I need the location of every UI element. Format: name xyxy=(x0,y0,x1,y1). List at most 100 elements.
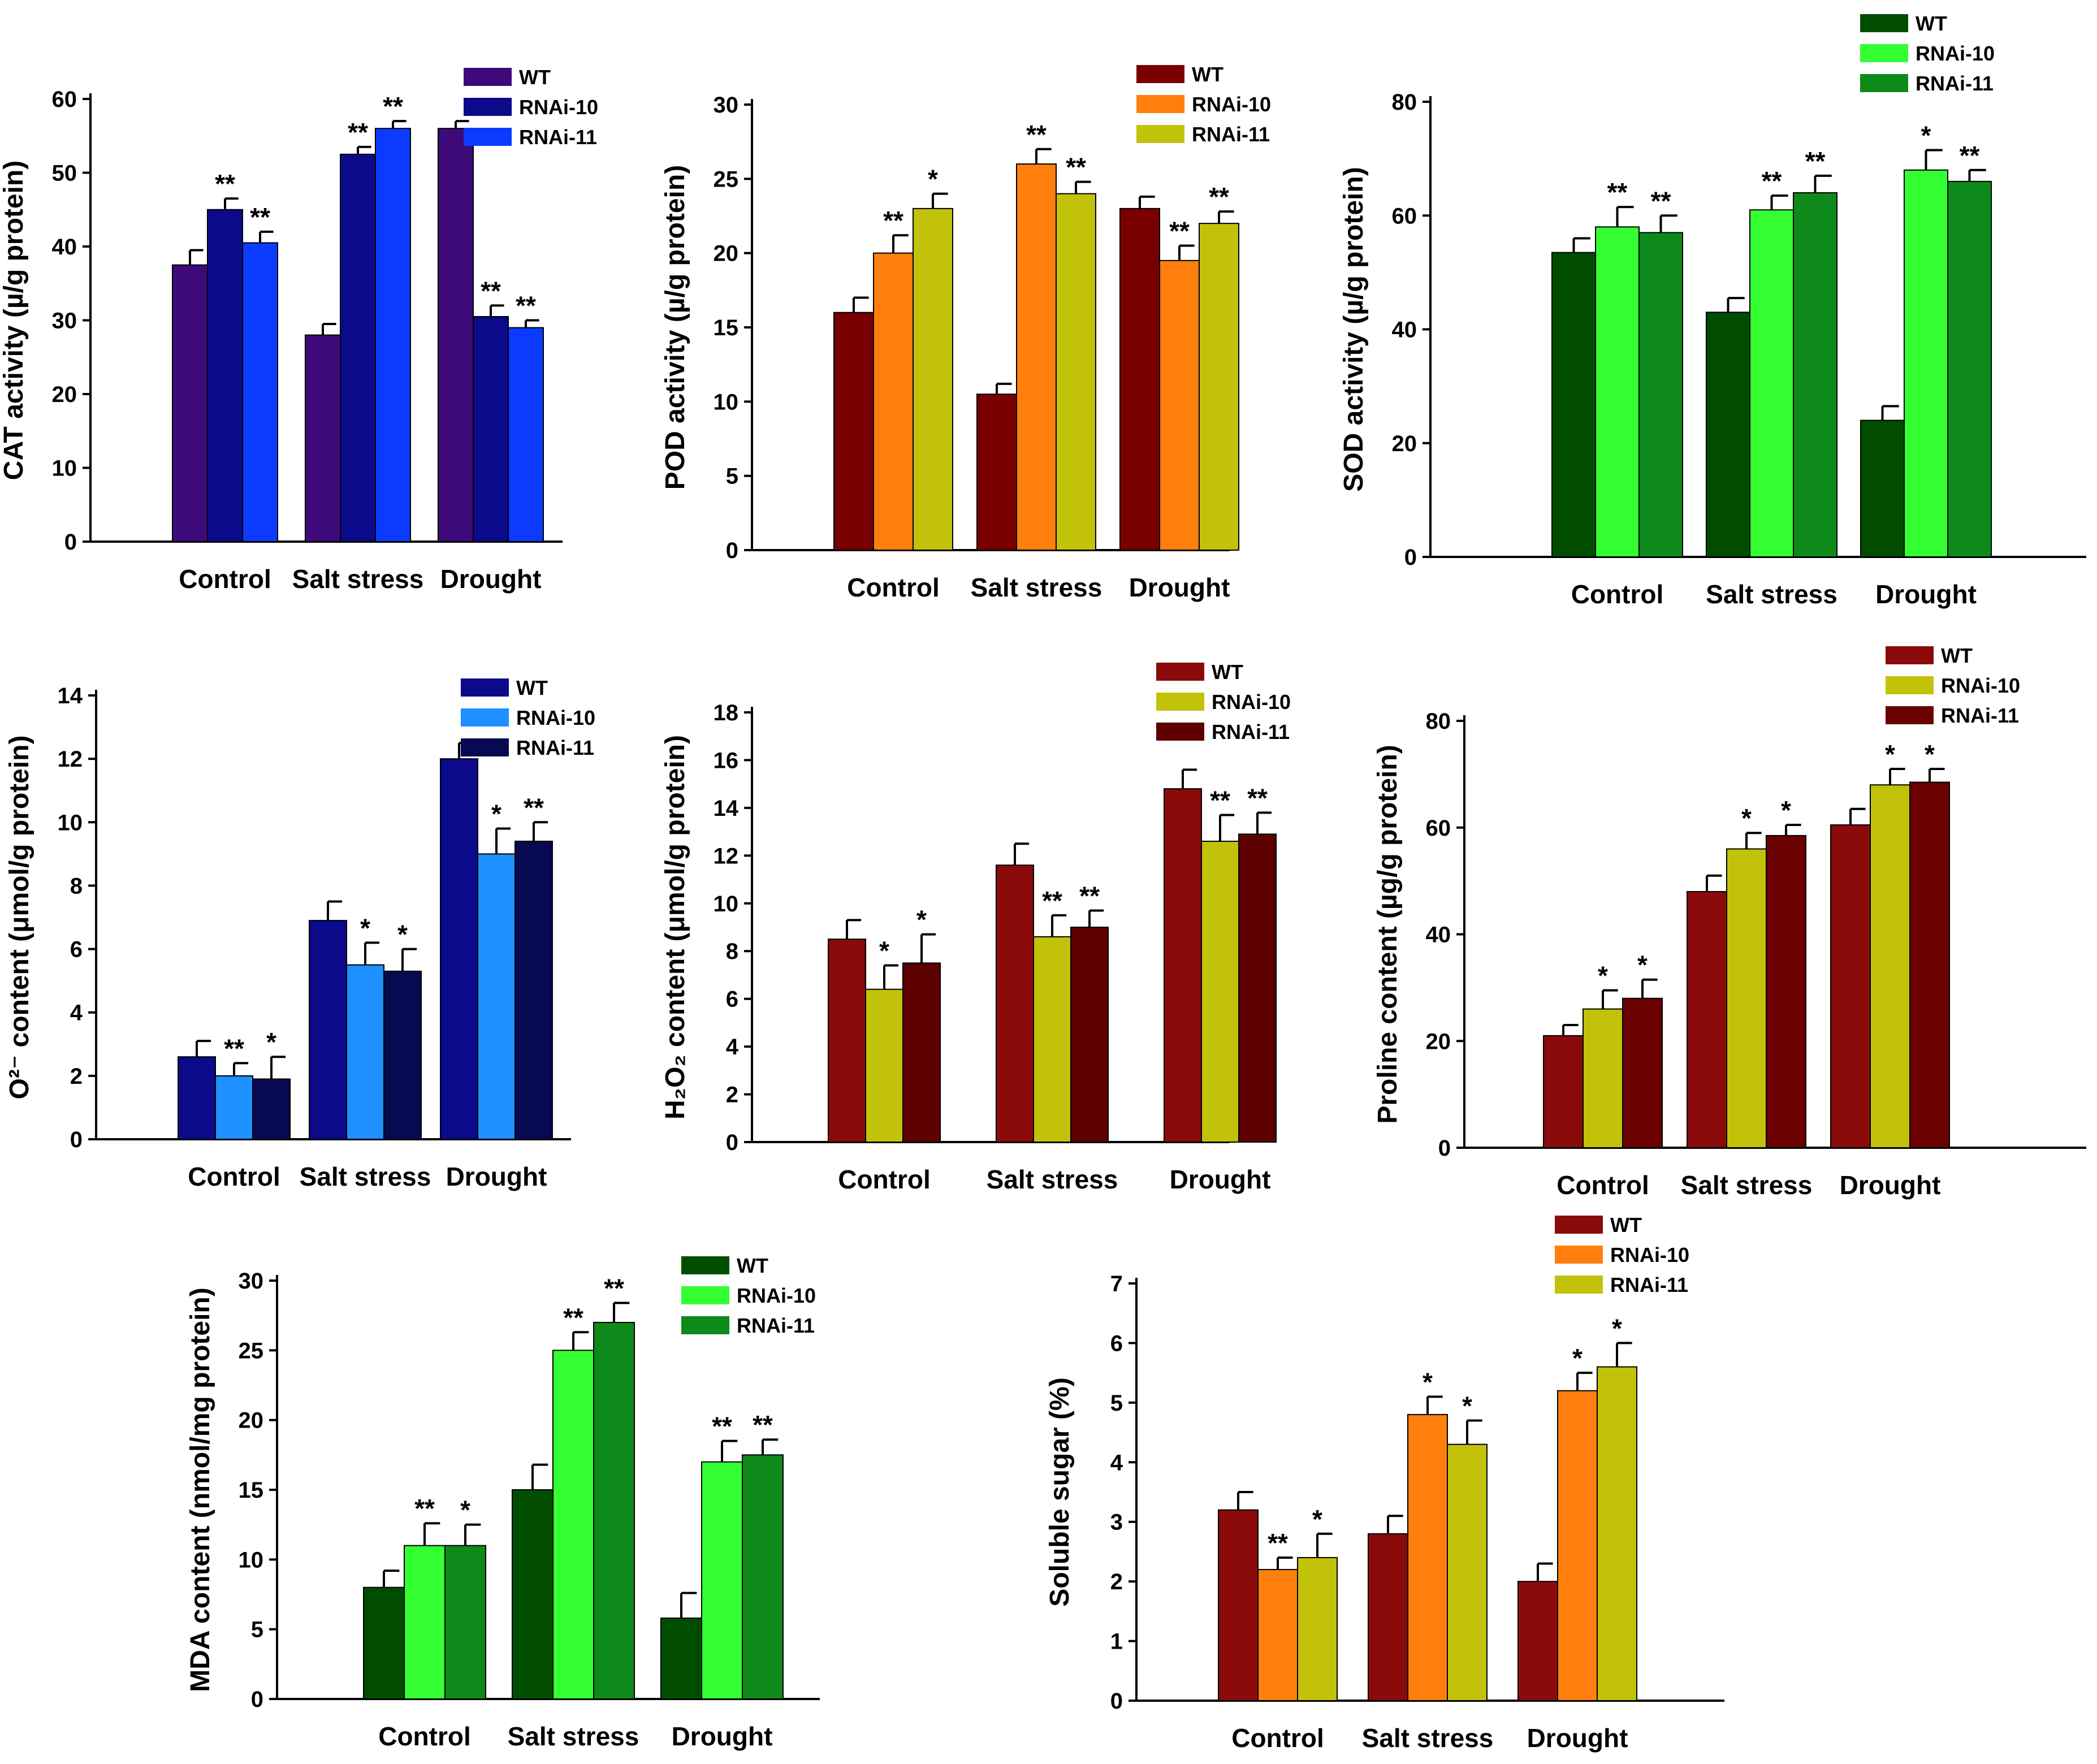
cat-category-label: Salt stress xyxy=(292,564,424,594)
cat-legend-swatch xyxy=(464,98,512,116)
proline-legend-swatch xyxy=(1886,706,1934,724)
pod-legend-swatch xyxy=(1136,95,1184,113)
o2-category-label: Drought xyxy=(446,1162,547,1191)
mda-legend-swatch xyxy=(681,1286,729,1304)
proline-legend-swatch xyxy=(1886,646,1934,664)
o2-significance-mark: * xyxy=(266,1027,276,1057)
mda-bar-wt xyxy=(363,1586,405,1700)
pod-category-label: Salt stress xyxy=(971,573,1102,602)
o2-y-tick-label: 0 xyxy=(70,1127,83,1152)
sod-bar-rnai-11 xyxy=(1638,232,1683,557)
pod-significance-mark: ** xyxy=(1169,217,1190,246)
pod-category-label: Control xyxy=(847,573,940,602)
mda-bar-rnai-11 xyxy=(593,1322,635,1700)
o2-significance-mark: * xyxy=(397,920,408,949)
h2o2-significance-mark: ** xyxy=(1247,783,1268,812)
h2o2-y-tick-label: 12 xyxy=(714,844,739,868)
o2-significance-mark: * xyxy=(360,913,370,942)
o2-y-tick-label: 6 xyxy=(70,937,83,962)
sod-significance-mark: ** xyxy=(1651,186,1671,215)
sod-significance-mark: ** xyxy=(1607,178,1628,207)
o2-bar-rnai-10 xyxy=(477,853,516,1140)
proline-y-axis-label: Proline content (µg/g protein) xyxy=(1373,745,1403,1123)
proline-significance-mark: * xyxy=(1885,740,1895,769)
sugar-bar-rnai-11 xyxy=(1297,1557,1338,1701)
h2o2-bar-rnai-11 xyxy=(1070,927,1109,1143)
mda-panel: 0 5 10 15 20 25 30 MDA content (nmol/mg protein… xyxy=(185,1254,820,1751)
mda-bar-rnai-10 xyxy=(701,1461,743,1700)
o2-legend-label: RNAi-11 xyxy=(516,736,594,759)
sugar-y-axis-label: Soluble sugar (%) xyxy=(1045,1377,1075,1606)
cat-y-tick-label: 10 xyxy=(52,456,77,481)
pod-bar-rnai-10 xyxy=(873,252,914,551)
pod-y-tick-label: 25 xyxy=(714,167,739,192)
proline-bar-rnai-11 xyxy=(1909,781,1950,1148)
proline-legend-label: RNAi-10 xyxy=(1941,674,2020,697)
cat-bar-rnai-10 xyxy=(207,209,243,542)
mda-legend-label: RNAi-11 xyxy=(737,1314,815,1337)
pod-y-tick-label: 10 xyxy=(714,390,739,414)
o2-y-tick-label: 14 xyxy=(58,684,83,708)
proline-significance-mark: * xyxy=(1637,950,1648,980)
pod-legend-swatch xyxy=(1136,125,1184,143)
mda-bar-wt xyxy=(512,1489,554,1700)
cat-legend-label: RNAi-11 xyxy=(519,126,597,149)
h2o2-bar-wt xyxy=(996,864,1034,1143)
o2-y-tick-label: 8 xyxy=(70,874,83,898)
sugar-bar-wt xyxy=(1517,1581,1558,1701)
cat-y-axis-label: CAT activity (µ/g protein) xyxy=(0,161,29,480)
pod-significance-mark: ** xyxy=(1209,182,1229,211)
sugar-bar-wt xyxy=(1368,1533,1408,1702)
sod-bar-wt xyxy=(1860,420,1905,557)
cat-bar-wt xyxy=(438,128,474,542)
h2o2-y-tick-label: 2 xyxy=(726,1083,738,1108)
proline-significance-mark: * xyxy=(1598,961,1608,991)
h2o2-legend-label: WT xyxy=(1212,660,1243,684)
mda-significance-mark: ** xyxy=(753,1410,773,1439)
h2o2-significance-mark: ** xyxy=(1042,886,1062,915)
pod-significance-mark: * xyxy=(928,165,938,194)
cat-legend-label: WT xyxy=(519,66,551,89)
cat-legend-label: RNAi-10 xyxy=(519,96,598,119)
mda-bar-rnai-11 xyxy=(742,1454,784,1700)
o2-legend-label: WT xyxy=(516,676,548,699)
sod-y-tick-label: 40 xyxy=(1392,318,1417,343)
sugar-category-label: Salt stress xyxy=(1362,1723,1494,1753)
h2o2-bar-wt xyxy=(1164,788,1202,1143)
proline-category-label: Salt stress xyxy=(1681,1170,1813,1200)
mda-y-tick-label: 0 xyxy=(251,1687,263,1712)
h2o2-category-label: Drought xyxy=(1170,1165,1271,1194)
h2o2-significance-mark: ** xyxy=(1210,786,1230,815)
proline-category-label: Drought xyxy=(1840,1170,1941,1200)
pod-y-tick-label: 20 xyxy=(714,241,739,266)
pod-category-label: Drought xyxy=(1129,573,1230,602)
proline-significance-mark: * xyxy=(1925,740,1935,769)
o2-bar-rnai-11 xyxy=(252,1078,291,1140)
sod-legend-swatch xyxy=(1860,74,1908,92)
proline-y-tick-label: 40 xyxy=(1426,923,1451,948)
o2-bar-rnai-11 xyxy=(514,840,553,1140)
mda-y-tick-label: 5 xyxy=(251,1618,263,1642)
pod-bar-wt xyxy=(833,312,874,551)
sugar-category-label: Control xyxy=(1231,1723,1324,1753)
sod-y-axis-label: SOD activity (µ/g protein) xyxy=(1339,167,1369,491)
sod-significance-mark: ** xyxy=(1805,146,1826,176)
proline-category-label: Control xyxy=(1556,1170,1649,1200)
mda-significance-mark: ** xyxy=(604,1273,624,1303)
o2-legend-swatch xyxy=(461,708,509,727)
sugar-y-tick-label: 7 xyxy=(1110,1272,1123,1296)
sugar-bar-rnai-11 xyxy=(1447,1443,1488,1702)
pod-bar-rnai-10 xyxy=(1159,260,1200,551)
proline-y-tick-label: 20 xyxy=(1426,1029,1451,1054)
mda-significance-mark: ** xyxy=(563,1303,583,1332)
h2o2-y-tick-label: 0 xyxy=(726,1130,738,1155)
cat-bar-rnai-11 xyxy=(242,242,278,543)
mda-y-tick-label: 15 xyxy=(239,1478,264,1503)
o2-category-label: Salt stress xyxy=(300,1162,431,1191)
o2-bar-rnai-10 xyxy=(346,964,384,1140)
o2-significance-mark: * xyxy=(491,799,501,829)
sugar-legend-label: RNAi-11 xyxy=(1610,1273,1688,1296)
sod-bar-rnai-10 xyxy=(1749,209,1794,557)
o2-y-tick-label: 2 xyxy=(70,1064,83,1089)
